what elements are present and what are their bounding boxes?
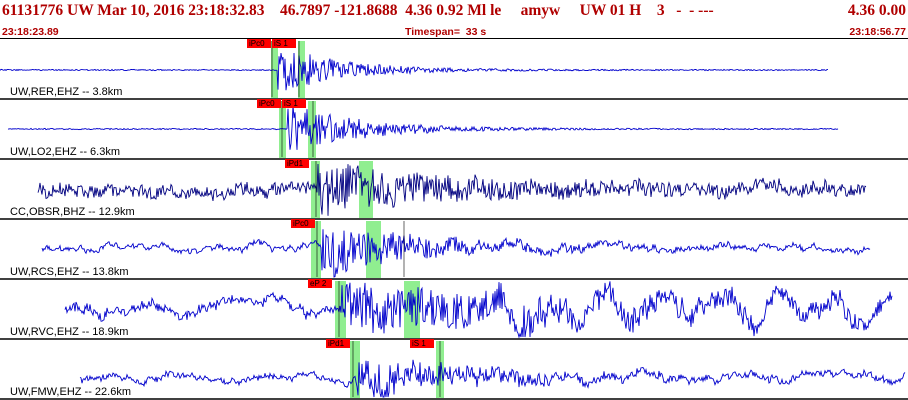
pick-window (311, 161, 320, 218)
pick-tag[interactable] (410, 339, 434, 348)
waveform-trace (64, 281, 893, 339)
trace-label: UW,RCS,EHZ -- 13.8km (10, 266, 129, 278)
waveform-trace (7, 105, 839, 150)
event-summary: 61131776 UW Mar 10, 2016 23:18:32.83 46.… (2, 2, 714, 19)
waveform-trace (41, 229, 871, 278)
pick-label: iPc0 (293, 219, 309, 228)
pick-tag[interactable] (285, 159, 309, 168)
start-time: 23:18:23.89 (2, 26, 59, 38)
trace-label: UW,RER,EHZ -- 3.8km (10, 86, 123, 98)
pick-window (311, 221, 321, 278)
pick-label: iPc0 (249, 39, 265, 48)
waveform-trace (37, 163, 867, 216)
trace-label: CC,OBSR,BHZ -- 12.9km (10, 206, 135, 218)
pick-label: iS 1 (284, 99, 298, 108)
pick-tag[interactable] (291, 219, 315, 228)
pick-window (308, 101, 316, 158)
timespan: Timespan= 33 s (405, 26, 487, 38)
pick-label: iS 1 (412, 339, 426, 348)
trace-label: UW,FMW,EHZ -- 22.6km (10, 386, 131, 398)
pick-label: iPd1 (287, 159, 304, 168)
event-header: 61131776 UW Mar 10, 2016 23:18:32.83 46.… (0, 0, 908, 20)
pick-window (350, 341, 360, 398)
pick-tag[interactable] (308, 279, 332, 288)
pick-label: eP 2 (310, 279, 327, 288)
pick-label: iS 1 (274, 39, 288, 48)
pick-tag[interactable] (272, 39, 296, 48)
end-time: 23:18:56.77 (849, 26, 906, 38)
waveform-trace (0, 52, 829, 91)
pick-label: iPd1 (328, 339, 345, 348)
pick-window (279, 101, 286, 158)
pick-window (271, 41, 278, 98)
waveform-trace (79, 359, 906, 398)
pick-tag[interactable] (247, 39, 271, 48)
pick-tag[interactable] (326, 339, 350, 348)
pick-tag[interactable] (282, 99, 306, 108)
event-magnitude: 4.36 0.00 (847, 2, 906, 19)
pick-label: iPc0 (259, 99, 275, 108)
trace-label: UW,RVC,EHZ -- 18.9km (10, 326, 129, 338)
pick-tag[interactable] (257, 99, 281, 108)
trace-label: UW,LO2,EHZ -- 6.3km (10, 146, 121, 158)
top-divider (0, 38, 908, 39)
